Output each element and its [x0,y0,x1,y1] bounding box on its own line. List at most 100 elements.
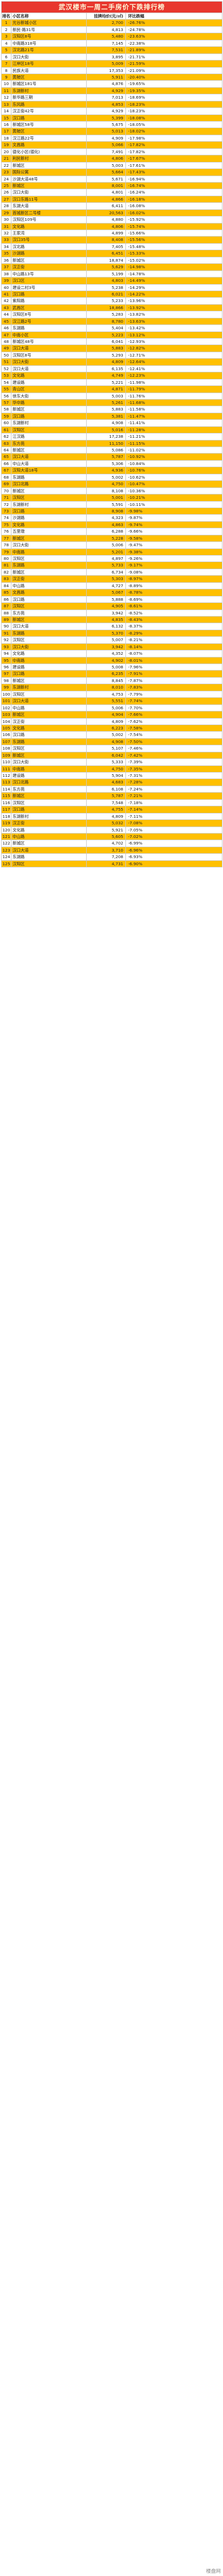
row-price: 5,006 [87,542,126,549]
row-change: -17.61% [126,162,222,170]
row-rank: 61 [2,426,11,434]
row-rank: 54 [2,379,11,387]
row-name: 东方苑 [11,440,87,447]
table-row: 60 东湖新村 4,908 -11.41% [2,420,222,427]
row-name: 黄陂区 [11,74,87,81]
row-price: 8,845 [87,677,126,685]
table-row: 86 汉口路 5,888 -8.69% [2,596,222,604]
row-rank: 72 [2,501,11,508]
row-rank: 111 [2,765,11,773]
table-row: 39 汉口区 4,803 -14.49% [2,277,222,285]
row-rank: 49 [2,345,11,352]
table-row: 66 中山大道 5,306 -10.84% [2,460,222,468]
row-name: 中山路13号 [11,270,87,278]
row-rank: 125 [2,860,11,868]
row-name: 东湖新村 [11,684,87,691]
row-change: -7.28% [126,779,222,786]
row-change: -11.02% [126,447,222,454]
row-price: 6,132 [87,623,126,630]
row-name: 汉阳区 [11,494,87,502]
row-price: 4,806 [87,223,126,230]
row-name: 新城区 [11,616,87,624]
row-rank: 112 [2,773,11,780]
table-row: 72 东湖新村 5,591 -10.11% [2,501,222,508]
row-change: -15.56% [126,237,222,244]
row-rank: 52 [2,365,11,373]
row-price: 3,942 [87,643,126,651]
row-price: 6,235 [87,671,126,678]
row-rank: 122 [2,840,11,847]
row-name: 汉北路 [11,243,87,251]
table-row: 88 东方苑 3,942 -8.52% [2,610,222,617]
table-row: 43 武昌区 18,866 -13.92% [2,304,222,312]
table-row: 90 汉口大道 6,132 -8.37% [2,623,222,630]
row-rank: 107 [2,738,11,746]
row-price: 6,734 [87,569,126,576]
row-price: 6,108 [87,786,126,793]
row-rank: 70 [2,487,11,495]
row-name: 武昌区 [11,304,87,312]
row-price: 4,904 [87,711,126,719]
row-rank: 78 [2,542,11,549]
row-change: -17.82% [126,142,222,149]
table-row: 97 汉口路 6,235 -7.91% [2,671,222,678]
row-price: 4,909 [87,135,126,142]
row-rank: 24 [2,176,11,183]
row-name: 文化路 [11,725,87,732]
row-name: 东湖新村 [11,87,87,95]
row-price: 5,006 [87,704,126,712]
row-name: 江岸区18号 [11,61,87,68]
row-change: -15.92% [126,216,222,224]
row-name: 华中路 [11,399,87,407]
row-price: 6,223 [87,725,126,732]
row-rank: 16 [2,122,11,129]
table-row: 12 新华路三期 7,013 -18.69% [2,94,222,101]
row-price: 6,451 [87,250,126,257]
row-name: 新城区181号 [11,81,87,88]
row-name: 汉口大街 [11,643,87,651]
row-name: 新城区 [11,840,87,847]
row-name: 紫阳路 [11,298,87,305]
row-name: 新城区48号 [11,339,87,346]
table-row: 13 东风路 4,853 -18.23% [2,101,222,108]
row-name: 汉阳区 [11,426,87,434]
row-change: -8.01% [126,657,222,664]
table-row: 35 沙湖路 6,451 -15.33% [2,250,222,257]
row-change: -7.96% [126,664,222,671]
row-price: 5,003 [87,162,126,170]
row-change: -17.43% [126,169,222,176]
row-change: -10.92% [126,454,222,461]
row-name: 汉阳区 [11,745,87,752]
row-name: 汉阳区8号 [11,33,87,40]
row-price: 5,551 [87,698,126,705]
row-rank: 43 [2,304,11,312]
table-row: 22 新城区 5,003 -17.61% [2,162,222,170]
row-change: -8.78% [126,589,222,596]
row-rank: 69 [2,481,11,488]
row-rank: 19 [2,142,11,149]
row-price: 4,905 [87,603,126,610]
watermark: 楼盘网 [206,2569,221,2574]
row-rank: 85 [2,589,11,596]
table-row: 40 建设二村3号 5,238 -14.29% [2,284,222,291]
row-price: 5,591 [87,501,126,508]
row-rank: 92 [2,637,11,644]
row-price: 4,731 [87,860,126,868]
table-row: 102 中山路 5,006 -7.70% [2,704,222,712]
row-price: 7,491 [87,148,126,156]
table-row: 41 汉口路 6,021 -14.22% [2,291,222,298]
row-change: -15.66% [126,230,222,237]
row-price: 5,008 [87,664,126,671]
table-row: 85 文昌路 5,067 -8.78% [2,589,222,596]
row-name: 汉江路22号 [11,135,87,142]
row-rank: 48 [2,339,11,346]
row-name: 汉口大道 [11,847,87,854]
table-header-row: 排名 小区名称 挂牌均价(元/㎡) 环比跌幅 [2,13,222,20]
row-name: 汉口大道 [11,623,87,630]
row-change: -13.82% [126,311,222,318]
row-rank: 74 [2,515,11,522]
row-change: -7.74% [126,698,222,705]
row-price: 4,929 [87,108,126,115]
table-row: 105 文化路 6,223 -7.58% [2,725,222,732]
row-change: -18.02% [126,128,222,135]
